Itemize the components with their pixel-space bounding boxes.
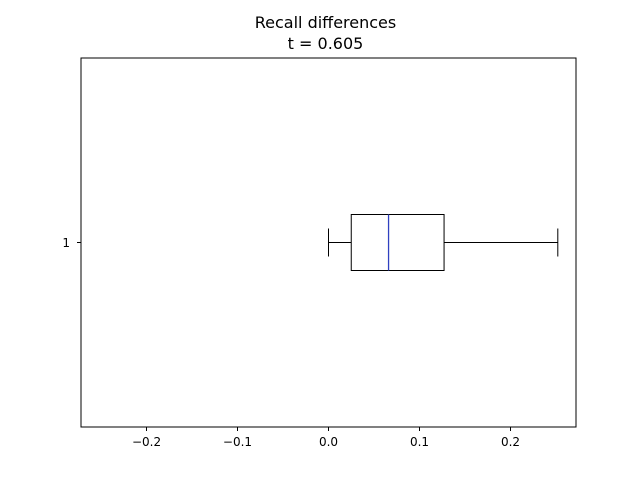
x-tick-label: −0.1: [223, 435, 252, 449]
y-tick-label: 1: [62, 236, 70, 250]
x-axis: −0.2 −0.1 0.0 0.1 0.2: [132, 427, 520, 449]
box-iqr: [350, 214, 445, 271]
box-group: [328, 214, 559, 271]
x-tick-label: 0.1: [410, 435, 429, 449]
x-tick-label: −0.2: [132, 435, 161, 449]
chart-title: Recall differences: [255, 13, 396, 32]
y-axis: 1: [62, 236, 81, 250]
x-tick-label: 0.0: [319, 435, 338, 449]
chart-subtitle: t = 0.605: [288, 34, 364, 53]
x-tick-label: 0.2: [501, 435, 520, 449]
